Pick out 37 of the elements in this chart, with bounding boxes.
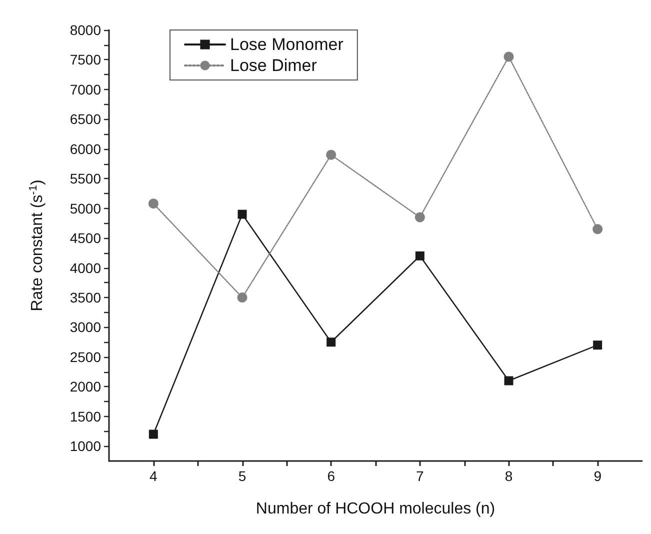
- point: [593, 340, 602, 350]
- point: [326, 338, 336, 347]
- y-tick-label: 5500: [70, 170, 102, 187]
- y-tick-label: 1000: [70, 438, 102, 454]
- point: [238, 210, 247, 219]
- y-tick-label: 5000: [70, 200, 102, 216]
- x-tick-label: 6: [327, 468, 336, 484]
- y-tick-label: 7000: [70, 81, 102, 98]
- y-tick-label: 2000: [70, 378, 102, 395]
- x-axis-title: Number of HCOOH molecules (n): [256, 500, 496, 518]
- y-tick-label: 2500: [70, 348, 102, 365]
- point: [326, 150, 336, 160]
- x-tick-label: 9: [594, 468, 602, 484]
- point: [414, 212, 425, 222]
- y-tick-label: 1500: [70, 408, 102, 424]
- y-tick-label: 7500: [70, 52, 102, 68]
- point: [504, 52, 514, 62]
- y-tick-label: 4500: [70, 230, 102, 246]
- point: [148, 430, 158, 439]
- point: [237, 292, 248, 303]
- x-tick-label: 7: [416, 468, 424, 484]
- y-tick-label: 3000: [70, 319, 102, 336]
- y-tick-label: 6500: [70, 111, 102, 128]
- x-tick-label: 5: [238, 468, 246, 484]
- legend-label: Lose Dimer: [230, 56, 318, 75]
- point: [504, 376, 514, 386]
- y-tick-label: 4000: [70, 260, 102, 276]
- x-tick-label: 4: [150, 468, 158, 484]
- legend-label: Lose Monomer: [230, 35, 344, 54]
- x-tick-label: 8: [504, 468, 513, 484]
- point: [148, 198, 158, 209]
- y-tick-label: 8000: [70, 22, 102, 38]
- point: [592, 224, 603, 234]
- y-tick-label: 6000: [70, 140, 102, 157]
- point: [415, 251, 424, 260]
- y-tick-label: 3500: [70, 290, 102, 306]
- y-axis-title: Rate constant (s-1): [28, 180, 46, 312]
